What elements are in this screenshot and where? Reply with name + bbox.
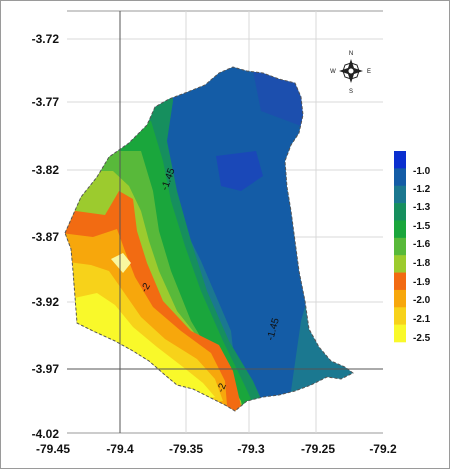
y-axis-ticks: -3.72 -3.77 -3.82 -3.87 -3.92 -3.97 -4.0… (32, 32, 60, 441)
legend-swatch (394, 289, 406, 308)
legend-swatch (394, 255, 406, 273)
legend-swatch (394, 307, 406, 325)
y-tick-label: -3.97 (32, 362, 60, 376)
band-minus-1-0-patch (216, 151, 263, 191)
legend-swatch (394, 324, 406, 343)
legend-swatch (394, 203, 406, 221)
x-tick-label: -79.3 (237, 442, 265, 456)
x-tick-label: -79.2 (369, 442, 397, 456)
legend-swatches (394, 151, 406, 343)
legend-swatch (394, 168, 406, 187)
x-tick-label: -79.4 (106, 442, 134, 456)
compass-rose: N S E W (330, 51, 371, 95)
legend-label: -1.8 (413, 258, 431, 269)
legend-label: -1.5 (413, 221, 431, 232)
y-tick-label: -3.72 (32, 32, 60, 46)
legend-swatch (394, 185, 406, 204)
y-tick-label: -3.87 (32, 230, 60, 244)
legend-label: -1.6 (413, 239, 431, 250)
y-tick-label: -3.92 (32, 295, 60, 309)
legend-label: -1.2 (413, 184, 431, 195)
x-tick-label: -79.25 (301, 442, 335, 456)
legend-label: -2.5 (413, 333, 431, 344)
y-tick-label: -3.82 (32, 163, 60, 177)
legend-label: -1.0 (413, 166, 431, 177)
legend-swatch (394, 272, 406, 291)
color-legend: -1.0 -1.2 -1.3 -1.5 -1.6 -1.8 -1.9 -2.0 … (394, 151, 431, 344)
y-tick-label: -4.02 (32, 427, 60, 441)
legend-swatch (394, 151, 406, 169)
legend-label: -1.9 (413, 277, 431, 288)
x-tick-label: -79.35 (169, 442, 203, 456)
compass-w: W (330, 69, 336, 75)
legend-label: -2.0 (413, 295, 431, 306)
legend-label: -2.1 (413, 314, 431, 325)
y-tick-label: -3.77 (32, 95, 60, 109)
x-axis-ticks: -79.45 -79.4 -79.35 -79.3 -79.25 -79.2 (36, 442, 397, 456)
legend-label: -1.3 (413, 202, 431, 213)
contour-label: -2 (215, 381, 229, 394)
legend-swatch (394, 237, 406, 256)
band-light-patch (111, 253, 131, 273)
legend-labels: -1.0 -1.2 -1.3 -1.5 -1.6 -1.8 -1.9 -2.0 … (413, 166, 431, 344)
compass-e: E (367, 69, 371, 75)
x-tick-label: -79.45 (36, 442, 70, 456)
compass-s: S (349, 89, 353, 95)
compass-n: N (349, 51, 353, 57)
legend-swatch (394, 220, 406, 239)
